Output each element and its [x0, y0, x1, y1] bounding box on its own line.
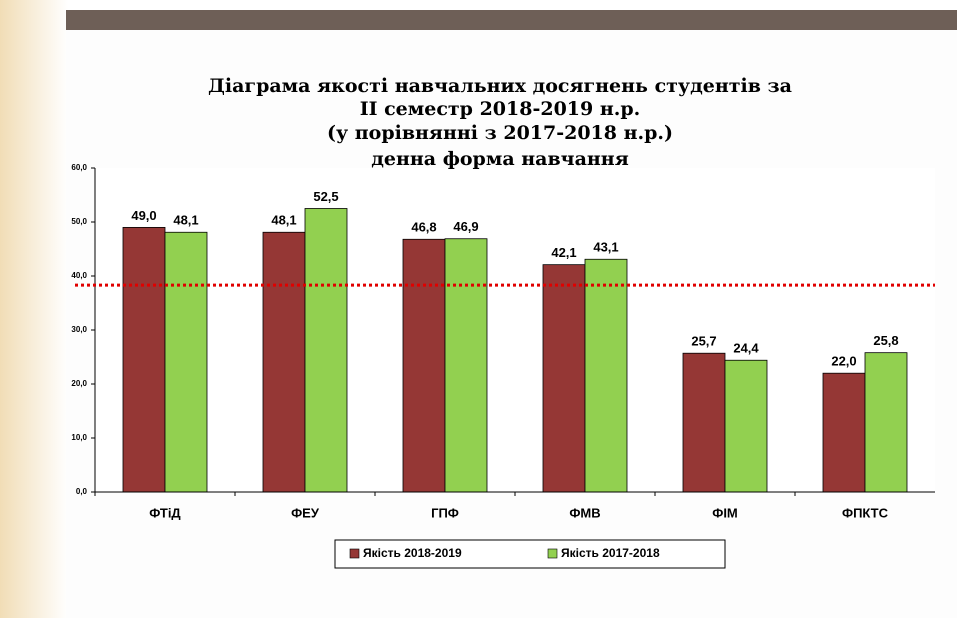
y-tick-label: 10,0	[71, 433, 87, 442]
bar	[682, 352, 726, 493]
x-tick-label: ФЕУ	[291, 505, 320, 520]
y-tick-label: 50,0	[71, 217, 87, 226]
legend-label: Якість 2018-2019	[363, 546, 462, 560]
value-label: 48,1	[173, 213, 198, 228]
top-bar	[66, 10, 957, 30]
value-label: 46,9	[453, 219, 478, 234]
bar	[444, 238, 488, 493]
x-tick-label: ФПКТС	[842, 505, 889, 520]
bar	[724, 359, 768, 493]
value-label: 49,0	[131, 208, 156, 223]
chart-title: денна форма навчання	[371, 148, 629, 170]
bar	[822, 372, 866, 493]
x-tick-label: ФМВ	[569, 505, 600, 520]
value-label: 22,0	[831, 354, 856, 369]
value-label: 52,5	[313, 189, 338, 204]
bar	[584, 258, 628, 493]
value-label: 46,8	[411, 220, 436, 235]
side-strip	[0, 0, 68, 618]
value-label: 24,4	[733, 341, 759, 356]
legend-swatch	[349, 548, 360, 559]
value-label: 42,1	[551, 245, 576, 260]
x-tick-label: ФІМ	[712, 505, 738, 520]
bar	[164, 231, 208, 493]
x-tick-label: ФТіД	[149, 505, 181, 520]
x-tick-label: ГПФ	[431, 505, 459, 520]
bar	[262, 231, 306, 493]
bar	[402, 238, 446, 493]
y-tick-label: 20,0	[71, 379, 87, 388]
plot-area	[95, 168, 935, 492]
bar	[542, 264, 586, 493]
chart-title: Діаграма якості навчальних досягнень сту…	[208, 75, 792, 97]
y-tick-label: 30,0	[71, 325, 87, 334]
value-label: 25,7	[691, 334, 716, 349]
bar	[304, 208, 348, 493]
value-label: 48,1	[271, 213, 296, 228]
chart-title: ІІ семестр 2018-2019 н.р.	[360, 98, 641, 120]
chart-title: (у порівнянні з 2017-2018 н.р.)	[327, 122, 673, 144]
y-tick-label: 60,0	[71, 163, 87, 172]
legend-label: Якість 2017-2018	[561, 546, 660, 560]
bar	[122, 226, 166, 493]
legend-box	[334, 539, 726, 569]
y-tick-label: 40,0	[71, 271, 87, 280]
value-label: 25,8	[873, 333, 898, 348]
value-label: 43,1	[593, 240, 618, 255]
bar	[864, 352, 908, 493]
y-tick-label: 0,0	[76, 487, 88, 496]
legend-swatch	[547, 548, 558, 559]
